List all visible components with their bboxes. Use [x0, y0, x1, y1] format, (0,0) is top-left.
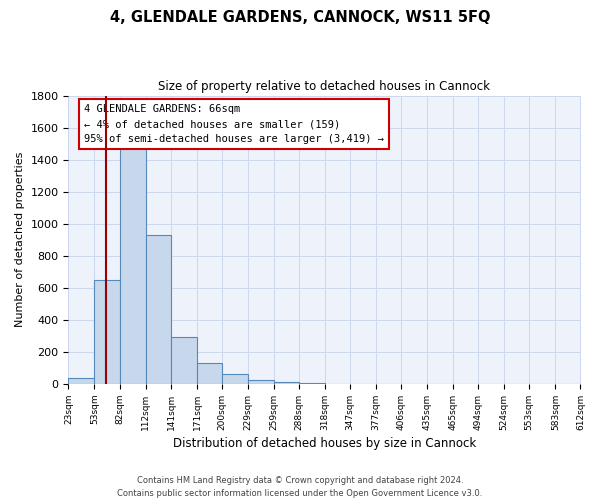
Bar: [68, 378, 94, 384]
Bar: [171, 338, 197, 384]
Bar: [94, 280, 119, 384]
Y-axis label: Number of detached properties: Number of detached properties: [15, 152, 25, 328]
Title: Size of property relative to detached houses in Cannock: Size of property relative to detached ho…: [158, 80, 490, 93]
Bar: [197, 363, 222, 384]
Bar: [222, 374, 248, 384]
Bar: [274, 382, 299, 384]
Text: 4, GLENDALE GARDENS, CANNOCK, WS11 5FQ: 4, GLENDALE GARDENS, CANNOCK, WS11 5FQ: [110, 10, 490, 25]
Bar: [248, 380, 274, 384]
Bar: [119, 148, 146, 384]
X-axis label: Distribution of detached houses by size in Cannock: Distribution of detached houses by size …: [173, 437, 476, 450]
Bar: [146, 235, 171, 384]
Text: 4 GLENDALE GARDENS: 66sqm
← 4% of detached houses are smaller (159)
95% of semi-: 4 GLENDALE GARDENS: 66sqm ← 4% of detach…: [84, 104, 384, 144]
Text: Contains HM Land Registry data © Crown copyright and database right 2024.
Contai: Contains HM Land Registry data © Crown c…: [118, 476, 482, 498]
Bar: [299, 383, 325, 384]
